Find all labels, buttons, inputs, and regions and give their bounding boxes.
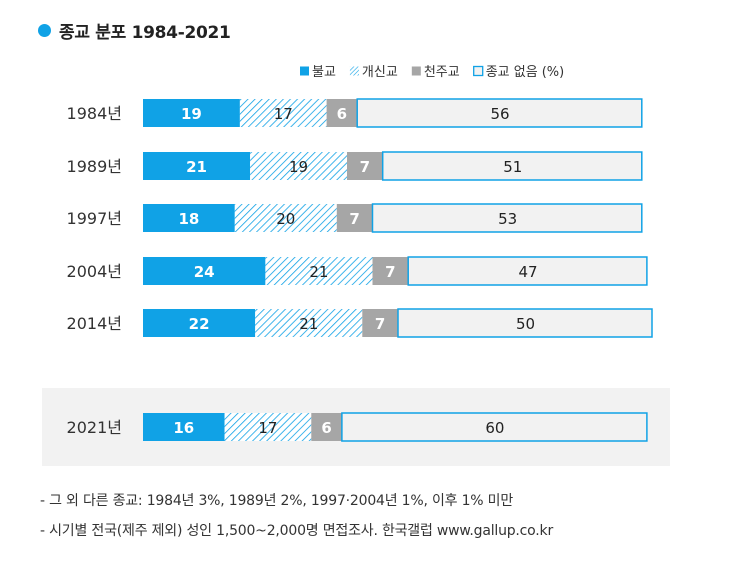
category-label-1997년: 1997년: [67, 209, 122, 228]
category-label-2021년: 2021년: [67, 418, 122, 437]
bar-개신교-1997년: [234, 204, 337, 232]
data-label-불교-1989년: 21: [186, 158, 207, 176]
category-label-1989년: 1989년: [67, 157, 122, 176]
bar-불교-1989년: [143, 152, 251, 180]
bar-개신교-1984년: [239, 99, 327, 127]
bar-개신교-1989년: [250, 152, 347, 180]
bar-천주교-2021년: [311, 413, 342, 441]
data-label-천주교-2021년: 6: [321, 419, 331, 437]
legend-swatch-불교: [300, 66, 309, 76]
bar-종교-없음-2021년: [341, 412, 648, 442]
data-label-천주교-2014년: 7: [375, 315, 385, 333]
chart-title-row: 종교 분포 1984-2021: [38, 18, 231, 43]
legend-swatch-종교-없음: [473, 65, 484, 77]
bar-천주교-2004년: [372, 257, 409, 285]
bar-종교-없음-1989년: [381, 151, 643, 181]
data-label-천주교-1984년: 6: [337, 105, 347, 123]
data-label-개신교-2021년: 17: [258, 419, 277, 437]
bar-천주교-1997년: [336, 204, 373, 232]
bar-종교-없음-2004년: [407, 256, 648, 286]
data-label-개신교-1997년: 20: [276, 210, 295, 228]
bar-천주교-1984년: [326, 99, 358, 127]
data-label-천주교-1997년: 7: [349, 210, 359, 228]
data-label-천주교-2004년: 7: [385, 263, 395, 281]
title-bullet-icon: [38, 24, 51, 37]
bar-천주교-1989년: [347, 152, 383, 180]
data-label-불교-2021년: 16: [173, 419, 194, 437]
bar-불교-2014년: [143, 309, 256, 337]
bar-개신교-2014년: [255, 309, 363, 337]
footnote-other-religions: - 그 외 다른 종교: 1984년 3%, 1989년 2%, 1997·20…: [40, 493, 514, 509]
legend-label-종교-없음: 종교 없음: [486, 65, 538, 80]
legend-label-천주교: 천주교: [424, 65, 460, 80]
data-label-불교-2014년: 22: [189, 315, 210, 333]
data-label-종교-없음-2021년: 60: [485, 419, 504, 437]
bar-천주교-2014년: [362, 309, 398, 337]
data-label-종교-없음-2004년: 47: [519, 263, 538, 281]
category-label-1984년: 1984년: [67, 104, 122, 123]
bars-layer: 1984년 19 17 6 56 1989년 21 19 7 51 1997년 18 20 7 53 2004…: [42, 98, 670, 466]
bar-불교-1997년: [143, 204, 235, 232]
bar-개신교-2021년: [224, 413, 312, 441]
chart-title: 종교 분포 1984-2021: [59, 23, 231, 43]
legend-unit-label: (%): [542, 65, 565, 80]
bar-종교-없음-2014년: [397, 308, 653, 338]
bar-개신교-2004년: [265, 257, 373, 285]
bar-불교-1984년: [143, 99, 240, 127]
data-label-개신교-2014년: 21: [299, 315, 318, 333]
category-label-2014년: 2014년: [67, 314, 122, 333]
data-label-천주교-1989년: 7: [360, 158, 370, 176]
legend-swatch-천주교: [411, 66, 421, 76]
legend: 불교 개신교 천주교 종교 없음 (%): [300, 65, 564, 80]
data-label-개신교-1989년: 19: [289, 158, 308, 176]
bar-불교-2021년: [143, 413, 225, 441]
legend-label-불교: 불교: [312, 65, 336, 80]
bar-종교-없음-1984년: [356, 98, 643, 128]
data-label-개신교-1984년: 17: [274, 105, 293, 123]
bar-불교-2004년: [143, 257, 266, 285]
legend-swatch-개신교: [349, 66, 359, 76]
data-label-불교-1997년: 18: [178, 210, 199, 228]
data-label-종교-없음-1984년: 56: [490, 105, 509, 123]
category-label-2004년: 2004년: [67, 262, 122, 281]
data-label-불교-2004년: 24: [194, 263, 215, 281]
data-label-종교-없음-1997년: 53: [498, 210, 517, 228]
bar-종교-없음-1997년: [371, 203, 643, 233]
data-label-종교-없음-2014년: 50: [516, 315, 535, 333]
data-label-종교-없음-1989년: 51: [503, 158, 522, 176]
footnote-survey-source: - 시기별 전국(제주 제외) 성인 1,500~2,000명 면접조사. 한국…: [40, 523, 554, 539]
legend-label-개신교: 개신교: [362, 65, 398, 80]
data-label-불교-1984년: 19: [181, 105, 202, 123]
data-label-개신교-2004년: 21: [309, 263, 328, 281]
